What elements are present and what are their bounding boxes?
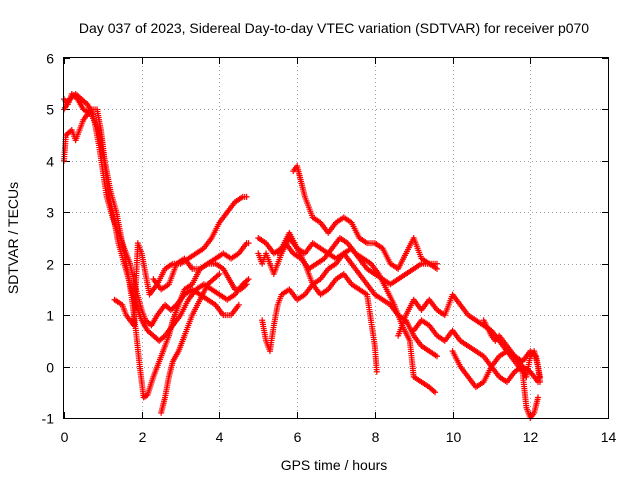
x-tick-label: 2 (139, 429, 147, 445)
data-point (373, 368, 380, 375)
x-axis-label: GPS time / hours (281, 457, 388, 473)
x-tick-label: 6 (294, 429, 302, 445)
series-track-j (290, 163, 441, 272)
x-tick-label: 14 (601, 429, 617, 445)
data-point (235, 301, 242, 308)
data-point (434, 353, 441, 360)
data-point (216, 271, 223, 277)
y-tick-label: 0 (46, 360, 54, 376)
plot-frame (63, 57, 609, 419)
y-tick-label: 6 (46, 51, 54, 67)
chart-title: Day 037 of 2023, Sidereal Day-to-day VTE… (79, 20, 589, 36)
y-tick-label: 3 (46, 205, 54, 221)
series-track-k (274, 235, 439, 396)
x-tick-label: 0 (61, 429, 69, 445)
y-tick-label: 1 (46, 308, 54, 324)
data-point (245, 276, 252, 283)
y-axis-label: SDTVAR / TECUs (5, 182, 21, 294)
x-tick-label: 4 (216, 429, 224, 445)
x-tick-label: 10 (446, 429, 462, 445)
data-points (61, 91, 543, 421)
series-track-d (111, 193, 250, 329)
data-point (535, 394, 542, 401)
series-track-e (150, 240, 252, 293)
series-track-o (480, 317, 543, 385)
data-point (432, 389, 439, 396)
data-point (245, 240, 252, 247)
y-tick-label: 5 (46, 102, 54, 118)
data-point (434, 265, 441, 272)
series-track-n (449, 348, 542, 421)
data-point (537, 379, 543, 385)
x-tick-label: 12 (523, 429, 539, 445)
y-tick-label: -1 (42, 411, 55, 427)
series-track-f (158, 271, 223, 416)
x-tick-label: 8 (372, 429, 380, 445)
data-point (243, 193, 250, 200)
y-tick-label: 2 (46, 257, 54, 273)
y-tick-label: 4 (46, 154, 54, 170)
data-point (434, 260, 441, 267)
series-track-i (255, 229, 380, 375)
